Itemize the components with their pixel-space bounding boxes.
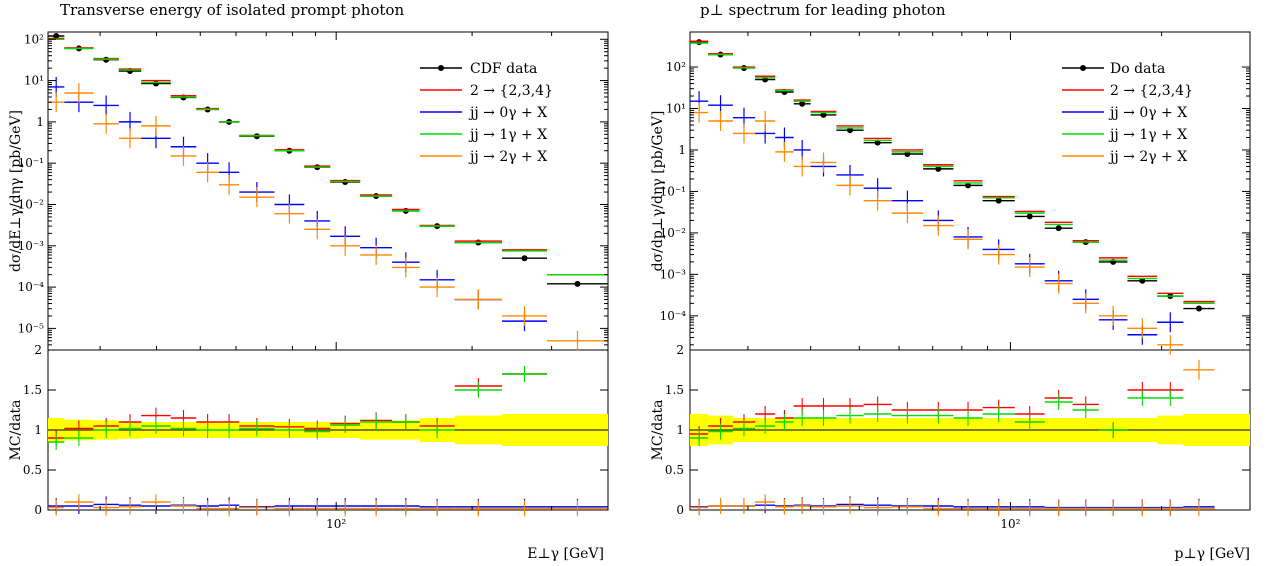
y-tick-label: 10⁻³ bbox=[18, 239, 45, 253]
legend-label: 2 → {2,3,4} bbox=[1110, 83, 1193, 99]
ratio-tick-label: 2 bbox=[34, 343, 42, 357]
ratio-tick-label: 0.5 bbox=[665, 463, 684, 477]
x-tick-label: 10² bbox=[1000, 517, 1020, 531]
legend-label: 2 → {2,3,4} bbox=[470, 83, 553, 99]
legend-marker bbox=[438, 65, 444, 71]
legend-label: CDF data bbox=[470, 61, 537, 77]
y-tick-label: 1 bbox=[36, 115, 44, 129]
data-point bbox=[696, 39, 703, 46]
data-point bbox=[874, 139, 881, 146]
chart-1-ratio-ylabel: MC/data bbox=[8, 399, 24, 460]
y-tick-label: 10¹ bbox=[24, 74, 44, 88]
y-tick-label: 10² bbox=[666, 60, 686, 74]
legend-label: jj → 1γ + X bbox=[468, 127, 547, 143]
chart-2-plot-area: 10² 10¹ 1 10⁻¹ 10⁻² 10⁻³ 10⁻⁴ bbox=[660, 32, 1251, 380]
chart-1-main-frame bbox=[47, 31, 609, 351]
legend-label: jj → 2γ + X bbox=[1108, 149, 1187, 165]
data-point bbox=[820, 111, 827, 118]
chart-1-xlabel: E⊥γ [GeV] bbox=[527, 546, 604, 562]
chart-1-legend: CDF data 2 → {2,3,4} jj → 0γ + X jj → 1γ + … bbox=[420, 61, 553, 165]
y-tick-label: 10² bbox=[24, 32, 44, 46]
ratio-tick-label: 2 bbox=[676, 343, 684, 357]
chart-2-ratio-ylabel: MC/data bbox=[650, 399, 666, 460]
data-point bbox=[846, 127, 853, 134]
data-point bbox=[152, 80, 159, 87]
data-point bbox=[1195, 305, 1202, 312]
chart-2-title: p⊥ spectrum for leading photon bbox=[700, 1, 946, 19]
chart-2-xlabel: p⊥γ [GeV] bbox=[1175, 546, 1250, 562]
ratio-tick-label: 1 bbox=[676, 423, 684, 437]
y-tick-label: 1 bbox=[678, 143, 686, 157]
chart-2-ratio-area: 2 1.5 1 0.5 0 10² bbox=[665, 343, 1251, 531]
data-point bbox=[1026, 213, 1033, 220]
data-point bbox=[935, 165, 942, 172]
data-point bbox=[574, 280, 581, 287]
legend-label: jj → 2γ + X bbox=[468, 149, 547, 165]
data-point bbox=[995, 197, 1002, 204]
y-tick-label: 10⁻¹ bbox=[18, 156, 44, 170]
data-point bbox=[521, 255, 528, 262]
data-point bbox=[53, 33, 60, 40]
chart-2-legend: Do data 2 → {2,3,4} jj → 0γ + X jj → 1γ + X… bbox=[1062, 61, 1193, 165]
chart-1-plot-area: 10² 10¹ 1 10⁻¹ 10⁻² 10⁻³ 10⁻⁴ 10⁻⁵ bbox=[18, 32, 609, 351]
y-tick-label: 10⁻³ bbox=[660, 267, 687, 281]
legend-label: jj → 0γ + X bbox=[468, 105, 547, 121]
ratio-tick-label: 1.5 bbox=[23, 383, 42, 397]
legend-marker bbox=[1080, 65, 1086, 71]
legend-label: jj → 0γ + X bbox=[1108, 105, 1187, 121]
y-tick-label: 10⁻¹ bbox=[660, 184, 686, 198]
y-tick-label: 10⁻² bbox=[660, 226, 687, 240]
chart-1-ylabel: dσ/dE⊥γ/dηγ [pb/GeV] bbox=[8, 110, 24, 272]
y-tick-label: 10⁻² bbox=[18, 197, 45, 211]
y-tick-label: 10⁻⁵ bbox=[18, 321, 45, 335]
chart-1-ratio-area: 2 1.5 1 0.5 0 10² bbox=[23, 343, 609, 531]
ratio-tick-label: 0.5 bbox=[23, 463, 42, 477]
legend-label: jj → 1γ + X bbox=[1108, 127, 1187, 143]
data-point bbox=[1139, 277, 1146, 284]
chart-1-title: Transverse energy of isolated prompt pho… bbox=[60, 1, 404, 19]
ratio-tick-label: 0 bbox=[676, 503, 684, 517]
y-tick-label: 10⁻⁴ bbox=[660, 309, 687, 323]
y-tick-label: 10⁻⁴ bbox=[18, 280, 45, 294]
ratio-tick-label: 1 bbox=[34, 423, 42, 437]
chart-2-ylabel: dσ/dp⊥γ/dηγ [pb/GeV] bbox=[650, 111, 666, 272]
y-tick-label: 10¹ bbox=[666, 102, 686, 116]
x-tick-label: 10² bbox=[326, 517, 346, 531]
data-point bbox=[799, 100, 806, 107]
ratio-tick-label: 0 bbox=[34, 503, 42, 517]
data-point bbox=[965, 182, 972, 189]
ratio-tick-label: 1.5 bbox=[665, 383, 684, 397]
legend-label: Do data bbox=[1110, 61, 1165, 77]
data-point bbox=[1055, 225, 1062, 232]
